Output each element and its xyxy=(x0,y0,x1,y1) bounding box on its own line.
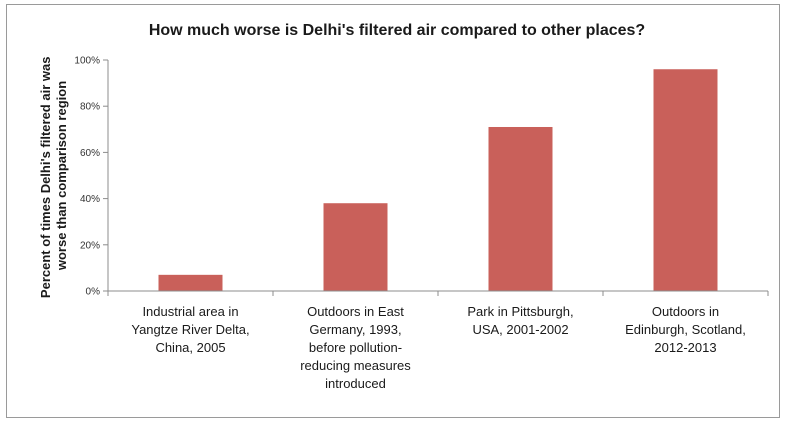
y-tick-label: 80% xyxy=(80,102,100,113)
y-tick-label: 20% xyxy=(80,240,100,251)
y-axis-label: Percent of times Delhi's filtered air wa… xyxy=(38,53,69,298)
x-category-label: Park in Pittsburgh, USA, 2001-2002 xyxy=(467,304,573,337)
bar xyxy=(488,126,553,292)
x-category-label-line: Edinburgh, Scotland, xyxy=(625,322,746,337)
bars xyxy=(158,69,718,292)
bar xyxy=(653,69,718,292)
bar xyxy=(323,203,388,291)
x-category-label-line: Germany, 1993, xyxy=(309,322,401,337)
x-category-label-line: introduced xyxy=(325,376,386,391)
y-tick-label: 0% xyxy=(86,287,101,298)
x-category-label-line: China, 2005 xyxy=(155,340,225,355)
y-tick-label: 100% xyxy=(74,56,100,67)
y-axis-label-line: worse than comparison region xyxy=(54,81,69,271)
x-category-label: Industrial area in Yangtze River Delta, Ch… xyxy=(131,304,249,355)
x-axis: Industrial area in Yangtze River Delta, Ch… xyxy=(107,290,769,391)
bar xyxy=(158,274,223,291)
chart-frame xyxy=(6,4,780,418)
y-tick-label: 60% xyxy=(80,148,100,159)
x-category-label-line: Yangtze River Delta, xyxy=(131,322,249,337)
x-category-label-line: 2012-2013 xyxy=(654,340,716,355)
x-category-label-line: Park in Pittsburgh, xyxy=(467,304,573,319)
x-category-label-line: Outdoors in xyxy=(652,304,719,319)
y-tick-label: 40% xyxy=(80,194,100,205)
y-axis-label-line: Percent of times Delhi's filtered air wa… xyxy=(38,57,53,299)
x-category-label-line: before pollution- xyxy=(309,340,402,355)
chart-title: How much worse is Delhi's filtered air c… xyxy=(149,22,645,39)
y-axis: 0% 20% 40% 60% 80% 100% xyxy=(74,56,109,298)
x-category-label-line: USA, 2001-2002 xyxy=(472,322,568,337)
x-category-label: Outdoors in Edinburgh, Scotland, 2012-2013 xyxy=(625,304,746,355)
x-category-label: Outdoors in East Germany, 1993, before pol… xyxy=(300,304,411,391)
x-category-label-line: Industrial area in xyxy=(142,304,238,319)
x-category-label-line: reducing measures xyxy=(300,358,411,373)
x-category-label-line: Outdoors in East xyxy=(307,304,404,319)
